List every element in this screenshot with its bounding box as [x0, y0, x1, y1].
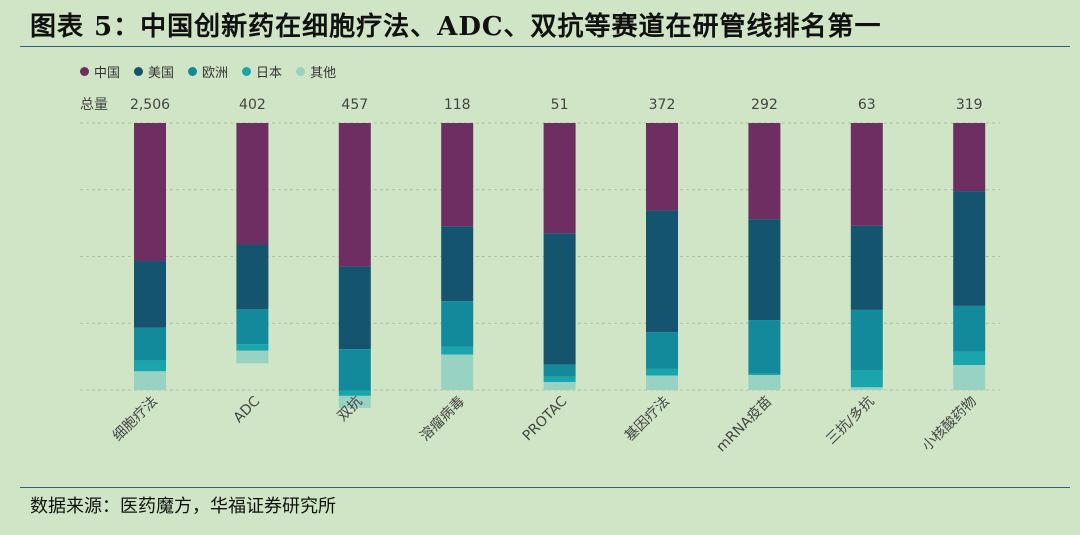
bar-segment-china — [543, 123, 576, 234]
bar-segment-europe — [338, 349, 371, 391]
source-note: 数据来源：医药魔方，华福证券研究所 — [30, 496, 336, 517]
x-tick-label: mRNA疫苗 — [713, 394, 775, 456]
legend-swatch-other — [296, 67, 306, 76]
bar-segment-china — [646, 123, 678, 211]
bar-segment-europe — [953, 305, 986, 352]
legend-swatch-europe — [188, 67, 198, 76]
x-tick-label: PROTAC — [520, 393, 571, 444]
chart-legend: 中国 美国 欧洲 日本 其他 — [80, 62, 336, 81]
total-value: 2,506 — [130, 97, 170, 113]
bar-segment-japan — [543, 376, 576, 382]
legend-label-china: 中国 — [94, 66, 121, 81]
legend-item-japan: 日本 — [242, 62, 282, 81]
legend-item-other: 其他 — [296, 62, 336, 81]
total-value: 118 — [444, 97, 471, 113]
legend-label-other: 其他 — [310, 66, 337, 81]
bar-segment-china — [134, 123, 166, 262]
bar-segment-europe — [134, 327, 166, 361]
legend-swatch-china — [80, 67, 89, 76]
bar-segment-other — [134, 371, 166, 390]
bar-segment-other — [236, 350, 269, 364]
bar-segment-other — [953, 365, 986, 390]
total-row-label: 总量 — [80, 97, 108, 113]
bar-segment-other — [646, 375, 678, 390]
x-tick-label: 三抗/多抗 — [823, 393, 878, 448]
bar-segment-usa — [748, 219, 781, 321]
bar-segment-china — [338, 123, 371, 267]
bar-segment-japan — [850, 369, 883, 388]
total-value: 457 — [341, 97, 368, 113]
bar-segment-other — [748, 375, 781, 390]
bar-segment-japan — [953, 351, 986, 366]
bar-segment-usa — [236, 244, 269, 310]
total-value: 319 — [956, 97, 983, 113]
legend-swatch-usa — [134, 67, 144, 76]
bar-segment-usa — [134, 261, 166, 328]
bar-segment-usa — [850, 225, 883, 310]
source-rule — [20, 487, 1070, 488]
total-value: 51 — [551, 97, 569, 113]
bar-segment-usa — [953, 191, 986, 306]
legend-label-europe: 欧洲 — [202, 66, 229, 81]
bar-segment-usa — [338, 266, 371, 350]
figure-title: 图表 5：中国创新药在细胞疗法、ADC、双抗等赛道在研管线排名第一 — [30, 12, 882, 42]
bar-segment-europe — [850, 309, 883, 370]
bar-segment-japan — [236, 344, 269, 351]
bar-segment-other — [338, 395, 371, 408]
x-tick-label: 细胞疗法 — [110, 394, 161, 445]
x-tick-label: 溶瘤病毒 — [416, 393, 468, 445]
bar-segment-usa — [646, 210, 678, 333]
bar-segment-other — [850, 387, 883, 390]
total-value: 63 — [858, 97, 876, 113]
total-value: 372 — [649, 97, 676, 113]
bar-segment-japan — [134, 360, 166, 372]
bar-segment-europe — [646, 332, 678, 369]
bar-segment-usa — [441, 226, 474, 302]
bar-segment-japan — [748, 373, 781, 376]
x-tick-label: 小核酸药物 — [919, 394, 980, 455]
bar-segment-china — [850, 123, 883, 226]
bar-segment-other — [441, 354, 474, 390]
bar-segment-europe — [441, 301, 474, 347]
legend-swatch-japan — [242, 67, 252, 76]
bar-segment-china — [953, 123, 986, 192]
bar-segment-europe — [748, 320, 781, 374]
total-value: 292 — [751, 97, 778, 113]
legend-item-usa: 美国 — [134, 62, 174, 81]
bar-segment-china — [441, 123, 474, 227]
legend-item-europe: 欧洲 — [188, 62, 228, 81]
bar-segment-japan — [441, 346, 474, 355]
title-rule — [20, 46, 1070, 47]
bar-segment-other — [543, 381, 576, 390]
bar-segment-china — [748, 123, 781, 220]
bar-segment-usa — [543, 233, 576, 365]
legend-item-china: 中国 — [80, 62, 120, 81]
total-value: 402 — [239, 97, 266, 113]
bar-segment-japan — [646, 368, 678, 376]
x-tick-label: ADC — [231, 393, 264, 426]
bar-segment-europe — [236, 309, 269, 345]
x-tick-label: 基因疗法 — [621, 393, 673, 445]
legend-label-usa: 美国 — [148, 66, 175, 81]
legend-label-japan: 日本 — [256, 66, 283, 81]
bar-segment-china — [236, 123, 269, 245]
bar-segment-europe — [543, 364, 576, 377]
bar-segment-japan — [338, 390, 371, 396]
